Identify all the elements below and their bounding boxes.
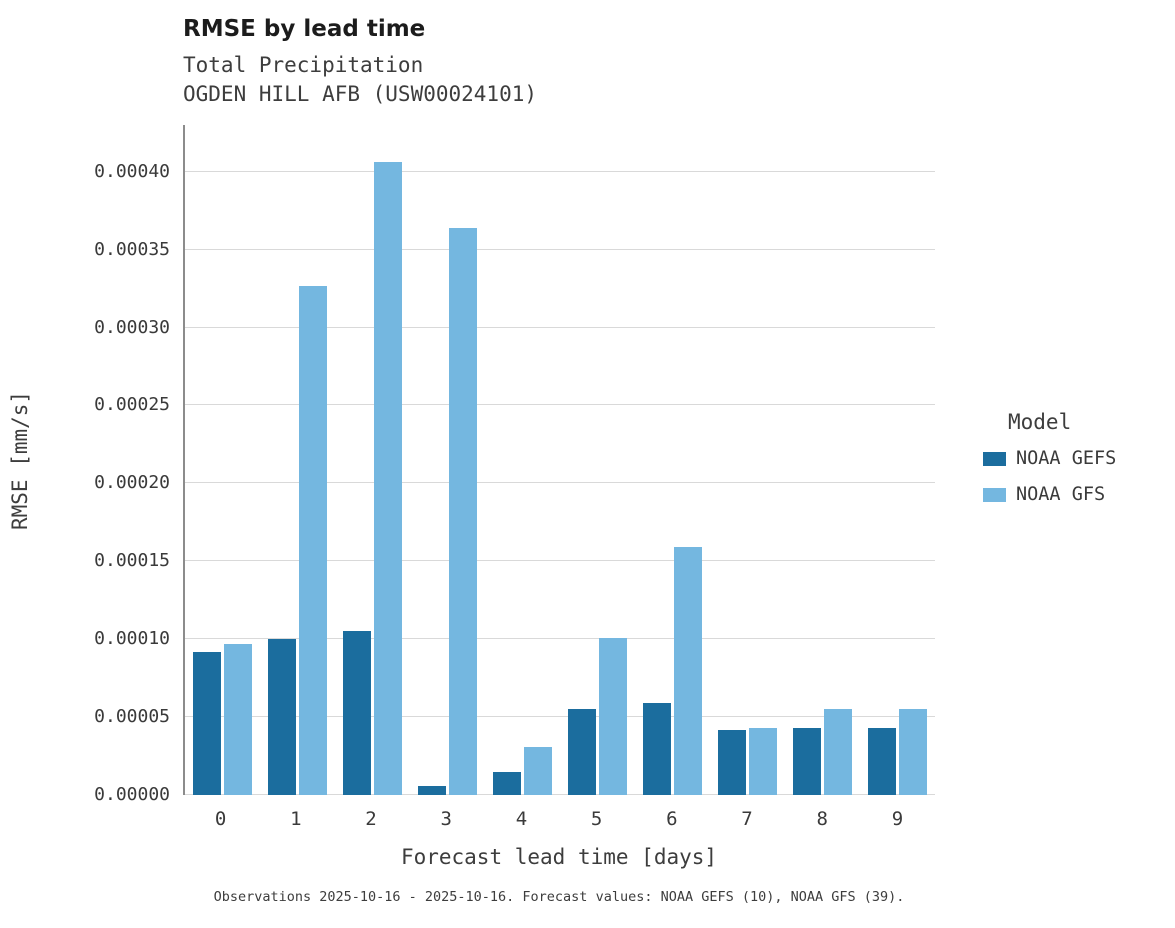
x-axis-tick-labels: 0 1 2 3 4 5 6 7 8 9 [183, 808, 935, 836]
y-tick-label: 0.00030 [94, 316, 170, 338]
bar-noaa-gfs-lead-0 [224, 643, 252, 795]
y-tick-label: 0.00015 [94, 550, 170, 572]
bar-noaa-gefs-lead-0 [193, 651, 221, 795]
x-tick-label: 7 [741, 808, 753, 830]
gridline [185, 170, 935, 172]
title-block: RMSE by lead time Total Precipitation OG… [183, 16, 537, 109]
x-tick-label: 3 [440, 808, 452, 830]
gridline [185, 794, 935, 795]
legend-swatch-icon [983, 451, 1006, 466]
bar-group-2 [335, 125, 410, 795]
bar-group-3 [410, 125, 485, 795]
chart-title: RMSE by lead time [183, 16, 426, 42]
x-tick-label: 9 [891, 808, 904, 830]
x-tick-label: 1 [290, 808, 302, 830]
bar-noaa-gefs-lead-2 [343, 631, 371, 795]
y-tick-label: 0.00025 [94, 394, 170, 416]
x-tick-label: 5 [590, 808, 603, 830]
gridline [185, 326, 935, 328]
legend-items: NOAA GEFS NOAA GFS [983, 448, 1116, 505]
bar-noaa-gefs-lead-6 [643, 703, 671, 795]
bar-noaa-gfs-lead-3 [449, 227, 477, 795]
bar-noaa-gefs-lead-4 [493, 771, 521, 795]
legend-label: NOAA GFS [1016, 484, 1106, 505]
legend-title: Model [1008, 410, 1072, 434]
gridline [185, 716, 935, 718]
bar-noaa-gfs-lead-4 [524, 746, 552, 795]
legend-label: NOAA GEFS [1016, 448, 1117, 469]
y-axis-tick-labels: 0.00000 0.00005 0.00010 0.00015 0.00020 0.000… [0, 125, 183, 805]
plot-area [183, 125, 935, 795]
y-tick-label: 0.00005 [94, 706, 170, 728]
legend: Model NOAA GEFS NOAA GFS [983, 410, 1116, 520]
gridline [185, 638, 935, 640]
bar-group-5 [560, 125, 635, 795]
bar-group-1 [260, 125, 335, 795]
bar-noaa-gefs-lead-5 [568, 709, 596, 795]
y-tick-label: 0.00040 [94, 160, 170, 182]
x-tick-label: 8 [816, 808, 828, 830]
bar-noaa-gefs-lead-1 [268, 639, 296, 795]
y-tick-label: 0.00000 [94, 784, 170, 805]
x-tick-label: 2 [365, 808, 377, 830]
bar-noaa-gfs-lead-6 [674, 547, 702, 795]
bar-noaa-gfs-lead-7 [749, 728, 777, 795]
bar-noaa-gefs-lead-7 [718, 729, 746, 795]
bar-noaa-gefs-lead-9 [868, 728, 896, 795]
legend-swatch-icon [983, 487, 1006, 502]
chart-subtitle-variable: Total Precipitation [183, 53, 424, 77]
y-tick-label: 0.00010 [94, 628, 170, 650]
gridline [185, 404, 935, 406]
bar-noaa-gfs-lead-2 [374, 162, 402, 795]
caption: Observations 2025-10-16 - 2025-10-16. Fo… [213, 889, 905, 905]
bar-group-4 [485, 125, 560, 795]
y-tick-label: 0.00020 [94, 472, 170, 494]
x-tick-label: 0 [214, 808, 227, 830]
bar-noaa-gfs-lead-5 [599, 637, 627, 795]
bar-group-7 [710, 125, 785, 795]
gridline [185, 248, 935, 250]
bar-group-6 [635, 125, 710, 795]
gridline [185, 482, 935, 484]
bar-group-9 [860, 125, 935, 795]
bar-group-8 [785, 125, 860, 795]
legend-item: NOAA GFS [983, 484, 1116, 505]
x-tick-label: 6 [666, 808, 678, 830]
bar-noaa-gfs-lead-9 [899, 709, 927, 795]
bar-noaa-gefs-lead-3 [418, 785, 446, 795]
y-tick-label: 0.00035 [94, 238, 170, 260]
x-tick-label: 4 [515, 808, 528, 830]
bar-noaa-gefs-lead-8 [793, 728, 821, 795]
bar-noaa-gfs-lead-8 [824, 709, 852, 795]
chart-subtitle-station: OGDEN HILL AFB (USW00024101) [183, 82, 538, 106]
bar-group-0 [185, 125, 260, 795]
gridline [185, 560, 935, 562]
bars-row [185, 125, 935, 795]
x-axis-title: Forecast lead time [days] [400, 845, 718, 869]
bar-noaa-gfs-lead-1 [299, 285, 327, 795]
legend-item: NOAA GEFS [983, 448, 1116, 469]
